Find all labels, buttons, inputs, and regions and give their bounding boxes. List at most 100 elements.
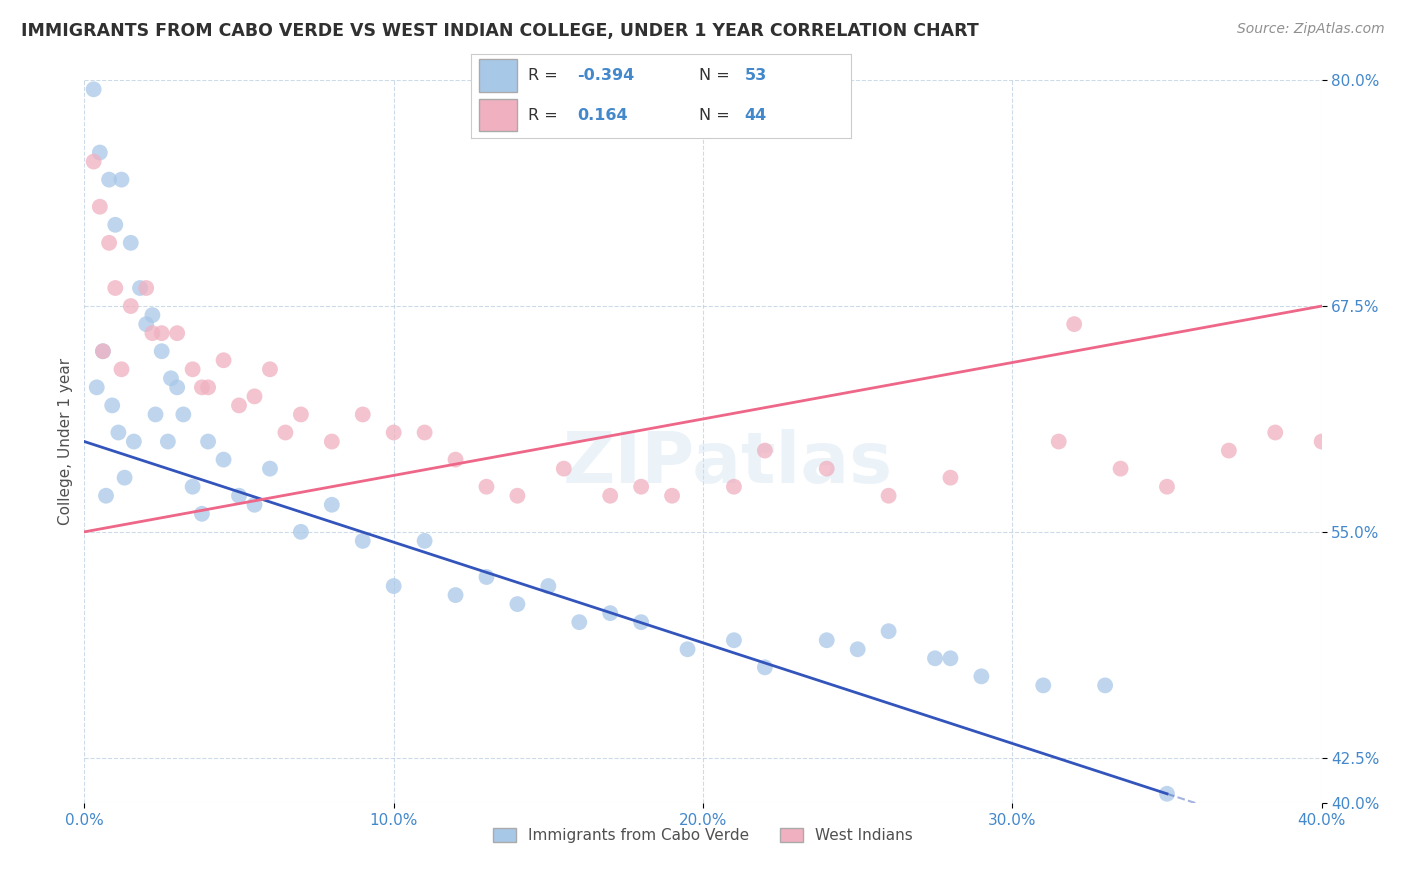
Point <box>160 371 183 385</box>
Point <box>321 498 343 512</box>
Point <box>122 434 145 449</box>
Point <box>91 344 114 359</box>
Point <box>191 380 214 394</box>
Point <box>259 461 281 475</box>
Point <box>506 597 529 611</box>
Point <box>91 344 114 359</box>
Point <box>259 362 281 376</box>
Point <box>89 200 111 214</box>
Point <box>815 461 838 475</box>
Point <box>382 425 405 440</box>
Point <box>877 624 900 639</box>
Point <box>599 606 621 620</box>
Point <box>83 154 105 169</box>
Text: N =: N = <box>699 108 735 123</box>
Point <box>172 408 194 422</box>
Point <box>1310 434 1333 449</box>
Point <box>676 642 699 657</box>
Point <box>1032 678 1054 692</box>
Text: -0.394: -0.394 <box>578 68 634 83</box>
Point <box>1326 408 1348 422</box>
Text: R =: R = <box>529 108 562 123</box>
Point <box>815 633 838 648</box>
Point <box>568 615 591 630</box>
Text: 0.164: 0.164 <box>578 108 628 123</box>
Point <box>506 489 529 503</box>
Point <box>181 480 204 494</box>
Point <box>553 461 575 475</box>
Point <box>661 489 683 503</box>
Point <box>145 408 167 422</box>
Point <box>924 651 946 665</box>
Point <box>94 489 117 503</box>
Point <box>110 172 132 186</box>
Point <box>290 408 312 422</box>
Point <box>104 281 127 295</box>
Point <box>1094 678 1116 692</box>
Point <box>352 533 374 548</box>
Text: R =: R = <box>529 68 562 83</box>
Point <box>444 452 467 467</box>
Point <box>135 317 157 331</box>
Point <box>129 281 152 295</box>
Point <box>1047 434 1070 449</box>
Point <box>156 434 179 449</box>
Point <box>86 380 108 394</box>
Point <box>939 470 962 484</box>
Point <box>723 480 745 494</box>
Point <box>89 145 111 160</box>
Point <box>101 398 124 412</box>
Point <box>599 489 621 503</box>
Point <box>228 489 250 503</box>
Point <box>754 443 776 458</box>
Point <box>98 172 121 186</box>
Point <box>228 398 250 412</box>
Text: 53: 53 <box>744 68 766 83</box>
Point <box>243 498 266 512</box>
Point <box>150 326 173 341</box>
Point <box>1156 787 1178 801</box>
Point <box>321 434 343 449</box>
Point <box>83 82 105 96</box>
Point <box>630 480 652 494</box>
Point <box>413 533 436 548</box>
Point <box>98 235 121 250</box>
Point <box>110 362 132 376</box>
Text: N =: N = <box>699 68 735 83</box>
Point <box>475 570 498 584</box>
Text: Source: ZipAtlas.com: Source: ZipAtlas.com <box>1237 22 1385 37</box>
Point <box>939 651 962 665</box>
Point <box>243 389 266 403</box>
Point <box>970 669 993 683</box>
Point <box>1156 480 1178 494</box>
Point <box>107 425 129 440</box>
Point <box>290 524 312 539</box>
Text: IMMIGRANTS FROM CABO VERDE VS WEST INDIAN COLLEGE, UNDER 1 YEAR CORRELATION CHAR: IMMIGRANTS FROM CABO VERDE VS WEST INDIA… <box>21 22 979 40</box>
FancyBboxPatch shape <box>478 99 516 131</box>
Point <box>141 308 163 322</box>
Point <box>197 434 219 449</box>
Point <box>413 425 436 440</box>
Point <box>114 470 136 484</box>
Point <box>150 344 173 359</box>
Point <box>475 480 498 494</box>
Point <box>166 380 188 394</box>
Point <box>444 588 467 602</box>
Point <box>104 218 127 232</box>
Point <box>382 579 405 593</box>
Y-axis label: College, Under 1 year: College, Under 1 year <box>58 358 73 525</box>
Point <box>754 660 776 674</box>
Point <box>212 353 235 368</box>
Point <box>135 281 157 295</box>
Point <box>352 408 374 422</box>
Point <box>846 642 869 657</box>
Point <box>1218 443 1240 458</box>
Point <box>1264 425 1286 440</box>
Point <box>1109 461 1132 475</box>
Point <box>141 326 163 341</box>
Point <box>723 633 745 648</box>
Point <box>877 489 900 503</box>
Point <box>274 425 297 440</box>
Text: 44: 44 <box>744 108 766 123</box>
Point <box>537 579 560 593</box>
